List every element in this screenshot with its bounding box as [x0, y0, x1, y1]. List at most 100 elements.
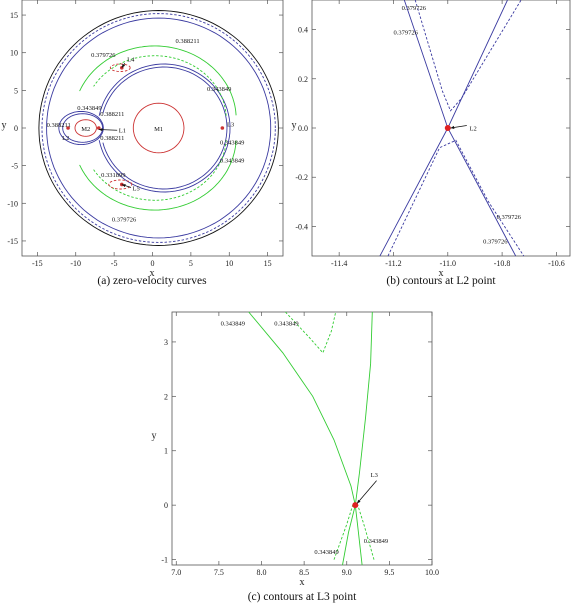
plot-frame	[311, 0, 571, 257]
x-tick-label: -10.8	[494, 259, 511, 268]
lower-tadpole-dashed	[93, 140, 227, 201]
panel-a: -15 -10 -5 0 5 10 15 15 10 5 0 -5 -10 -15 x y (a) zero-v…	[2, 0, 284, 287]
contour-label: 0.379726	[497, 214, 522, 221]
x-tick-label: 9.0	[342, 568, 352, 577]
figure-caption: (b) contours at L2 point	[386, 275, 496, 287]
x-tick-label: -10	[70, 259, 81, 268]
m1-lobe-outer	[98, 63, 231, 193]
label-l4: L4	[127, 57, 135, 64]
x-tick-label: -15	[32, 259, 43, 268]
label-l2: L2	[62, 135, 69, 142]
x-tick-label: 9.5	[384, 568, 394, 577]
y-tick-label: -0.2	[295, 173, 308, 182]
point-l3	[352, 502, 359, 509]
figure-caption: (a) zero-velocity curves	[97, 275, 207, 287]
arrow-l3-head	[356, 499, 361, 504]
outer-curve-blue	[46, 17, 272, 239]
contour-label: 0.343849	[274, 321, 298, 328]
figure-caption: (c) contours at L3 point	[248, 591, 357, 603]
contour-label: 0.343849	[364, 538, 388, 545]
x-tick-label: 8.5	[299, 568, 309, 577]
m2-circle	[74, 119, 97, 137]
lower-tadpole-outer	[79, 140, 237, 211]
outer-curve-dashed	[41, 13, 276, 243]
x-tick-label: 15	[264, 259, 272, 268]
y-tick-label: 1	[164, 447, 168, 456]
contour-label: 0.343849	[220, 158, 244, 165]
y-tick-label: 0	[14, 124, 18, 133]
contour-label: 0.388211	[176, 38, 200, 45]
arrow-l4-head	[121, 63, 126, 68]
y-tick-label: 15	[10, 11, 18, 20]
m1-lobe-inner	[102, 66, 228, 190]
point-l3	[220, 126, 225, 130]
y-tick-label: 3	[164, 338, 168, 347]
x-tick-label: -11.2	[385, 259, 401, 268]
y-tick-label: 0.0	[298, 124, 308, 133]
l5-loop	[108, 179, 133, 190]
contour-label: 0.343849	[221, 321, 245, 328]
label-l1: L1	[119, 128, 126, 135]
contour-label: 0.388211	[100, 111, 124, 118]
contour-label: 0.388211	[100, 135, 124, 142]
point-l1	[96, 126, 101, 130]
x-tick-label: 7.5	[214, 568, 224, 577]
y-tick-label: -10	[7, 199, 18, 208]
m1-circle	[132, 102, 185, 154]
x-tick-label: 7.0	[171, 568, 181, 577]
x-tick-label: -5	[111, 259, 118, 268]
y-tick-label: 5	[14, 86, 18, 95]
x-tick-label: 10.0	[425, 568, 439, 577]
label-l3: L3	[371, 472, 378, 479]
label-l5: L5	[133, 185, 140, 192]
x-tick-label: 8.0	[257, 568, 267, 577]
contour-label: 0.343849	[207, 86, 231, 93]
x-axis-label: x	[439, 268, 444, 279]
plot-frame	[21, 0, 284, 257]
arrow-l3	[356, 480, 377, 504]
point-l5	[119, 182, 124, 187]
x-tick-label: 10	[225, 259, 233, 268]
l4-loop	[109, 63, 131, 72]
y-axis-label: y	[2, 120, 7, 131]
point-l2	[444, 125, 451, 131]
plot-frame	[171, 311, 433, 566]
panel-c: 7.0 7.5 8.0 8.5 9.0 9.5 10.0 3 2 1 0 -1 x y (c) contou…	[152, 311, 439, 603]
x-tick-label: -11.4	[331, 259, 347, 268]
upper-tadpole-outer	[79, 45, 237, 116]
y-tick-label: 10	[10, 49, 18, 58]
x-tick-label: -11.0	[440, 259, 456, 268]
y-tick-label: 2	[164, 392, 168, 401]
contour-label: 0.379726	[91, 52, 116, 59]
arrow-l1-head	[98, 128, 103, 132]
arrow-l2-head	[450, 125, 455, 129]
y-tick-label: -15	[7, 237, 18, 246]
y-tick-label: 0.2	[298, 75, 308, 84]
x-axis-label: x	[150, 268, 155, 279]
y-tick-label: -1	[161, 556, 168, 565]
contour-top-dashed	[285, 311, 337, 354]
contour-label: 0.379726	[483, 239, 508, 246]
x-tick-label: 5	[189, 259, 193, 268]
panel-b: -11.4 -11.2 -11.0 -10.8 -10.6 0.4 0.2 0.0 -0.2 -0…	[292, 0, 571, 287]
contour-label: 0.331899	[101, 172, 125, 179]
contour-lower-dashed	[387, 139, 525, 257]
contour-low-right-dashed	[357, 505, 375, 560]
x-tick-label: -10.6	[548, 259, 565, 268]
separatrix-left	[248, 311, 363, 566]
y-tick-label: -0.4	[295, 222, 308, 231]
upper-tadpole-dashed	[93, 55, 227, 116]
y-axis-label: y	[152, 431, 157, 442]
m2-lobe-outer	[58, 110, 104, 146]
contour-label: 0.343849	[220, 140, 244, 147]
point-l2	[66, 126, 70, 130]
y-tick-label: -5	[11, 162, 18, 171]
label-m1: M1	[154, 126, 163, 133]
contour-label: 0.379726	[393, 29, 418, 36]
arrow-l5-head	[121, 184, 126, 188]
label-l3: L3	[227, 121, 234, 128]
contour-label: 0.388211	[47, 122, 71, 129]
y-tick-label: 0	[164, 501, 168, 510]
m2-lobe-inner	[62, 113, 104, 143]
